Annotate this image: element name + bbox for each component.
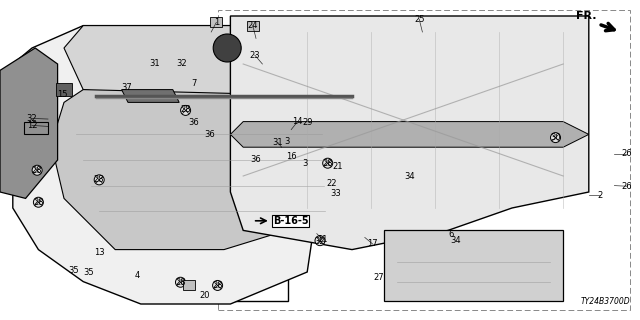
Text: 36: 36 (189, 118, 199, 127)
Text: 31: 31 (150, 60, 160, 68)
Text: 32: 32 (177, 60, 187, 68)
Text: 1: 1 (214, 18, 219, 27)
Circle shape (94, 175, 104, 185)
Text: 24: 24 (248, 21, 258, 30)
Text: 28: 28 (33, 198, 44, 207)
Bar (35, 59, 134, 101)
Text: 3: 3 (284, 137, 289, 146)
Bar (211, 17, 222, 28)
Bar (56, 83, 72, 96)
Circle shape (550, 132, 561, 143)
Text: 22: 22 (326, 179, 337, 188)
Bar (189, 260, 288, 301)
Text: 20: 20 (200, 291, 210, 300)
Text: 28: 28 (180, 105, 191, 114)
Text: 3: 3 (302, 159, 307, 168)
Text: 34: 34 (404, 172, 415, 181)
Polygon shape (13, 26, 365, 304)
Text: 2: 2 (598, 191, 603, 200)
Text: B-16-5: B-16-5 (273, 216, 308, 226)
Bar (300, 170, 373, 232)
Text: 11: 11 (317, 235, 327, 244)
Text: 13: 13 (94, 248, 104, 257)
Circle shape (33, 197, 44, 207)
Text: 31: 31 (273, 138, 283, 147)
Text: 26: 26 (622, 149, 632, 158)
Text: FR.: FR. (576, 11, 596, 21)
Circle shape (175, 277, 186, 287)
Polygon shape (64, 26, 365, 96)
Polygon shape (230, 122, 589, 147)
Bar (247, 20, 259, 31)
Bar (183, 280, 195, 291)
Text: 7: 7 (191, 79, 196, 88)
Circle shape (213, 34, 241, 62)
Text: 4: 4 (135, 271, 140, 280)
Circle shape (323, 158, 333, 168)
Text: 28: 28 (323, 159, 333, 168)
Text: 15: 15 (58, 90, 68, 99)
Text: 37: 37 (122, 84, 132, 92)
Polygon shape (51, 90, 365, 250)
Text: 25: 25 (414, 15, 424, 24)
Text: 28: 28 (175, 278, 186, 287)
Text: 36: 36 (251, 155, 261, 164)
Circle shape (212, 280, 223, 291)
Text: 35: 35 (68, 266, 79, 275)
Text: 32: 32 (315, 237, 325, 246)
Text: 30: 30 (550, 133, 561, 142)
Text: 33: 33 (331, 189, 341, 198)
Text: 12: 12 (27, 121, 37, 130)
Text: 17: 17 (367, 239, 378, 248)
Bar (384, 230, 563, 301)
Text: 35: 35 (83, 268, 93, 277)
Text: 21: 21 (333, 162, 343, 171)
Text: 27: 27 (374, 273, 384, 282)
Text: 6: 6 (449, 230, 454, 239)
Text: 16: 16 (286, 152, 296, 161)
Text: 34: 34 (451, 236, 461, 245)
Text: 14: 14 (292, 117, 303, 126)
Text: 28: 28 (212, 281, 223, 290)
Circle shape (180, 105, 191, 116)
Polygon shape (230, 16, 589, 250)
Text: 32: 32 (27, 114, 37, 123)
Text: 29: 29 (302, 118, 312, 127)
Circle shape (32, 165, 42, 175)
Text: 28: 28 (32, 166, 42, 175)
Text: 26: 26 (622, 182, 632, 191)
Polygon shape (122, 90, 179, 102)
Bar (207, 198, 264, 244)
Text: TY24B3700D: TY24B3700D (580, 297, 630, 306)
Text: 23: 23 (250, 51, 260, 60)
Text: 36: 36 (205, 130, 215, 139)
Polygon shape (0, 48, 58, 198)
Circle shape (315, 236, 325, 246)
Text: 28: 28 (94, 175, 104, 184)
